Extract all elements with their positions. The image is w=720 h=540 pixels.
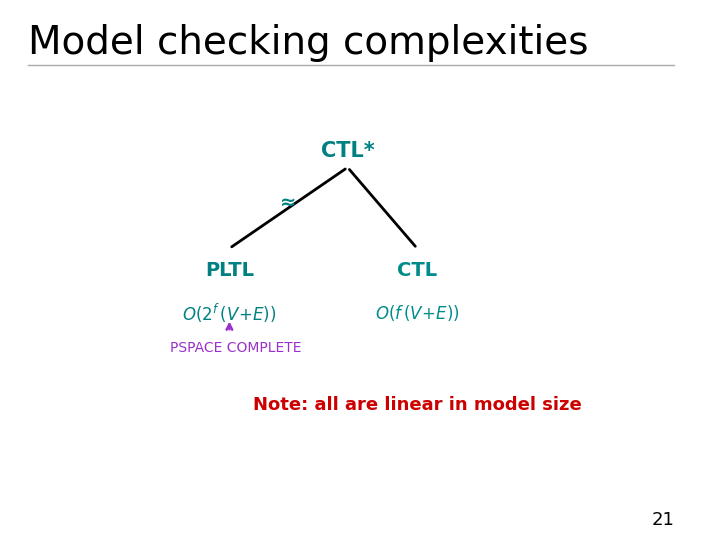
- Text: PSPACE COMPLETE: PSPACE COMPLETE: [171, 341, 302, 355]
- Text: CTL: CTL: [397, 260, 437, 280]
- Text: Model checking complexities: Model checking complexities: [28, 24, 588, 62]
- Text: ≈: ≈: [280, 193, 297, 212]
- Text: Note: all are linear in model size: Note: all are linear in model size: [253, 396, 582, 414]
- Text: PLTL: PLTL: [205, 260, 254, 280]
- Text: $O(f\,(V\!+\!E))$: $O(f\,(V\!+\!E))$: [374, 303, 459, 323]
- Text: CTL*: CTL*: [320, 141, 374, 161]
- Text: $O(2^f\,(V\!+\!E))$: $O(2^f\,(V\!+\!E))$: [182, 302, 276, 325]
- Text: 21: 21: [652, 511, 675, 529]
